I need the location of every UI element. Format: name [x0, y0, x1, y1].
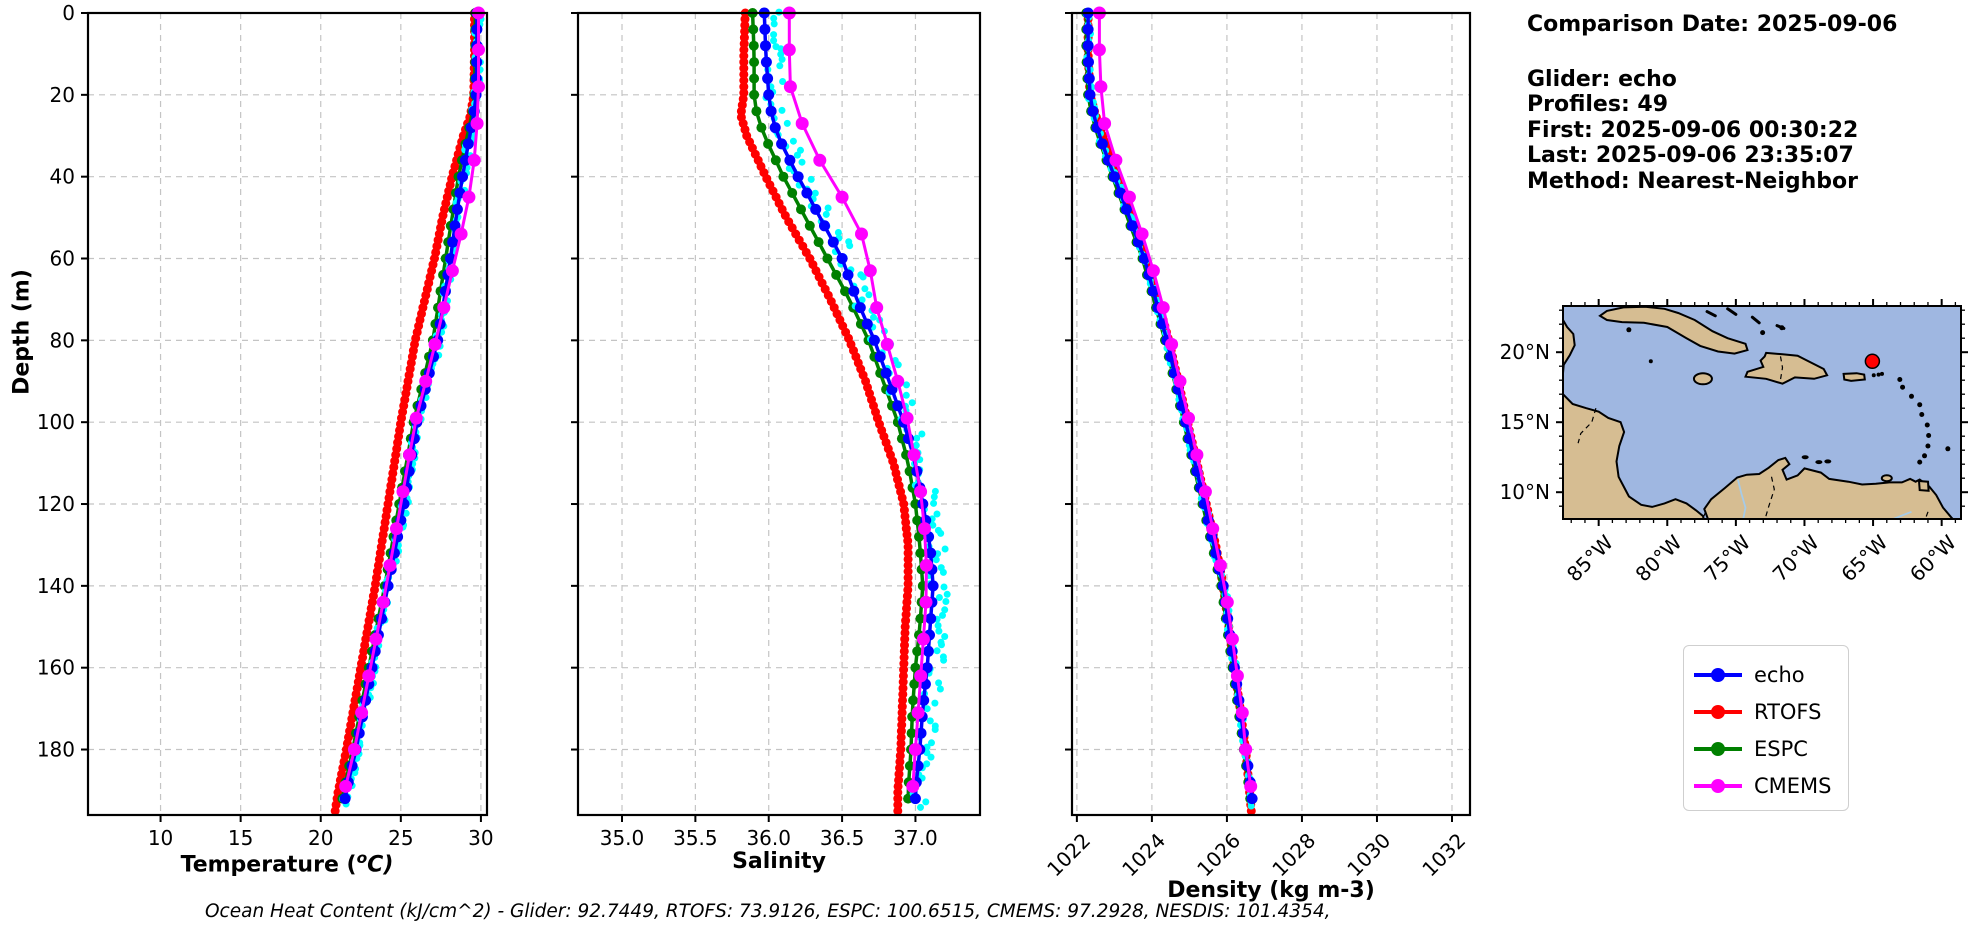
map-country-border: [1764, 476, 1775, 519]
map-lon-tick-label: 75°W: [1699, 530, 1755, 586]
glider-position-marker: [1864, 353, 1881, 370]
svg-text:10: 10: [148, 826, 173, 850]
map-river: [1737, 479, 1747, 519]
legend-item-espc: ESPC: [1694, 730, 1848, 767]
svg-text:140: 140: [37, 574, 75, 598]
density-profile-plot: 1022 1024 1026 1028 1030 1032: [1042, 6, 1472, 881]
map-land-hispaniola: [1744, 351, 1829, 385]
location-inset-map: 20°N 15°N 10°N 85°W 80°W 75°W 70°W 65°W 60°W: [1500, 299, 1968, 586]
legend-item-rtofs: RTOFS: [1694, 693, 1848, 730]
profile-line-cmems: [787, 13, 928, 787]
svg-text:1028: 1028: [1267, 828, 1320, 881]
svg-text:180: 180: [37, 738, 75, 762]
glider-scatter-points: [1082, 10, 1255, 810]
svg-text:0: 0: [62, 1, 75, 25]
svg-text:40: 40: [50, 165, 75, 189]
comparison-date-text: Comparison Date: 2025-09-06: [1527, 12, 1898, 37]
profile-line-echo: [1086, 13, 1254, 799]
map-land-cuba: [1598, 306, 1749, 355]
map-land-trinidad: [1917, 479, 1930, 492]
svg-text:100: 100: [37, 410, 75, 434]
glider-name-text: Glider: echo: [1527, 66, 1677, 92]
legend-label: RTOFS: [1754, 699, 1822, 724]
svg-text:15: 15: [228, 826, 253, 850]
map-frame: [1562, 305, 1962, 520]
temperature-axis-label: Temperature (oC): [180, 849, 394, 878]
profile-line-cmems: [344, 13, 480, 787]
profiles-count-text: Profiles: 49: [1527, 92, 1669, 117]
profile-line-rtofs: [738, 12, 911, 811]
map-country-border: [1577, 408, 1597, 444]
map-country-border: [1924, 511, 1929, 519]
glider-scatter-points: [761, 8, 951, 811]
salinity-axis-label: Salinity: [732, 849, 826, 874]
map-land-jamaica: [1692, 372, 1713, 386]
svg-text:30: 30: [468, 826, 493, 850]
svg-text:120: 120: [37, 492, 75, 516]
last-profile-time-text: Last: 2025-09-06 23:35:07: [1527, 143, 1854, 168]
espc-line-marker-swatch: [1694, 741, 1742, 756]
svg-text:36.5: 36.5: [820, 826, 865, 850]
salinity-profile-plot: 35.0 35.5 36.0 36.5 37.0: [571, 6, 982, 850]
legend-item-echo: echo: [1694, 656, 1848, 693]
legend-item-cmems: CMEMS: [1694, 767, 1848, 804]
map-land-puerto-rico: [1842, 372, 1866, 382]
map-land-south-america: [1703, 456, 1955, 519]
svg-text:160: 160: [37, 656, 75, 680]
temperature-profile-plot: 10 15 20 25 30 0 20 40 60 80 100 120 140 160 180: [37, 1, 494, 850]
svg-text:20: 20: [308, 826, 333, 850]
cmems-line-marker-swatch: [1694, 778, 1742, 793]
svg-text:1032: 1032: [1417, 828, 1470, 881]
map-lon-tick-label: 65°W: [1836, 530, 1892, 586]
svg-text:35.5: 35.5: [673, 826, 718, 850]
map-lat-tick-label: 10°N: [1500, 480, 1550, 504]
map-lon-tick-label: 85°W: [1562, 530, 1618, 586]
svg-text:36.0: 36.0: [746, 826, 791, 850]
map-lat-tick-label: 15°N: [1500, 410, 1550, 434]
svg-text:1026: 1026: [1192, 828, 1245, 881]
map-land-central-america: [1563, 392, 1705, 519]
svg-text:80: 80: [50, 328, 75, 352]
svg-text:1024: 1024: [1117, 828, 1170, 881]
map-river: [1888, 510, 1912, 519]
profile-line-cmems: [1097, 13, 1253, 787]
svg-text:1030: 1030: [1342, 828, 1395, 881]
density-axis-label: Density (kg m-3): [1167, 878, 1375, 903]
svg-text:60: 60: [50, 247, 75, 271]
map-lon-tick-label: 70°W: [1768, 530, 1824, 586]
svg-text:1022: 1022: [1042, 828, 1095, 881]
ocean-heat-content-text: Ocean Heat Content (kJ/cm^2) - Glider: 9…: [205, 901, 1331, 922]
depth-axis-label: Depth (m): [9, 269, 35, 395]
map-lon-tick-label: 60°W: [1905, 530, 1961, 586]
echo-line-marker-swatch: [1694, 667, 1742, 682]
comparison-info-panel: Comparison Date: 2025-09-06 Glider: echo…: [1527, 12, 1897, 194]
method-text: Method: Nearest-Neighbor: [1527, 168, 1858, 194]
svg-text:20: 20: [50, 83, 75, 107]
legend-label: ESPC: [1754, 736, 1808, 761]
map-country-border: [1702, 511, 1707, 519]
map-country-border: [1779, 356, 1784, 380]
first-profile-time-text: First: 2025-09-06 00:30:22: [1527, 117, 1859, 143]
svg-text:37.0: 37.0: [893, 826, 938, 850]
svg-text:25: 25: [388, 826, 413, 850]
legend-label: CMEMS: [1754, 773, 1832, 798]
map-lon-tick-label: 80°W: [1631, 530, 1687, 586]
svg-text:35.0: 35.0: [600, 826, 645, 850]
rtofs-line-marker-swatch: [1694, 704, 1742, 719]
map-lat-tick-label: 20°N: [1500, 340, 1550, 364]
profile-line-espc: [1084, 13, 1252, 799]
legend-label: echo: [1754, 662, 1805, 687]
legend: echo RTOFS ESPC CMEMS: [1683, 645, 1849, 811]
